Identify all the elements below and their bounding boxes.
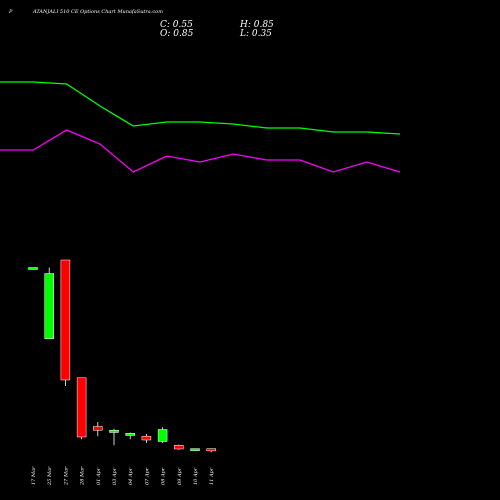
chart-title-prefix: P <box>8 9 13 15</box>
candle-body <box>190 448 200 451</box>
indicator-line-2 <box>0 129 401 173</box>
candle-5 <box>93 422 103 437</box>
x-tick-label: 28 Mar <box>80 466 86 486</box>
candle-body <box>174 445 184 450</box>
x-tick-label: 04 Apr <box>128 467 134 485</box>
candle-body <box>93 426 103 431</box>
candle-2 <box>44 267 54 339</box>
x-tick-label: 17 Mar <box>31 466 37 485</box>
high-value: H: 0.85 <box>239 20 274 30</box>
x-tick-label: 25 Mar <box>47 466 53 486</box>
candle-4 <box>76 377 87 440</box>
x-tick-label: 27 Mar <box>63 466 69 486</box>
x-axis-tick-labels: 17 Mar 25 Mar 27 Mar 28 Mar 01 Apr 03 Apr 04 A… <box>31 466 215 486</box>
indicator-lines <box>0 81 401 173</box>
candle-body <box>60 259 71 381</box>
chart-title: ATANJALI 510 CE Options Chart MunafaSutr… <box>32 9 163 15</box>
x-tick-label: 01 Apr <box>96 467 102 485</box>
candle-body <box>157 429 168 442</box>
x-tick-label: 07 Apr <box>144 467 150 485</box>
candle-7 <box>125 432 135 440</box>
candle-9 <box>157 427 168 443</box>
candle-10 <box>174 444 184 450</box>
candle-body <box>206 448 216 452</box>
close-value: C: 0.55 <box>160 20 193 30</box>
open-value: O: 0.85 <box>160 29 194 39</box>
candle-12 <box>206 448 216 453</box>
candle-6 <box>109 428 119 446</box>
candle-body <box>125 433 135 436</box>
candle-body <box>141 436 152 441</box>
candle-body <box>44 273 54 339</box>
candle-body <box>28 267 38 270</box>
x-tick-label: 08 Apr <box>161 467 167 485</box>
candlestick-series <box>28 259 216 453</box>
x-tick-label: 10 Apr <box>193 467 199 485</box>
x-tick-label: 03 Apr <box>112 467 118 485</box>
candle-8 <box>141 434 152 443</box>
candle-1 <box>28 267 38 270</box>
candle-body <box>109 430 119 433</box>
x-tick-label: 11 Apr <box>209 467 215 485</box>
x-tick-label: 09 Apr <box>177 467 183 485</box>
low-value: L: 0.35 <box>239 29 272 39</box>
candle-11 <box>190 448 200 451</box>
indicator-line-1 <box>0 81 401 135</box>
candle-3 <box>60 259 71 386</box>
candle-body <box>76 377 87 438</box>
